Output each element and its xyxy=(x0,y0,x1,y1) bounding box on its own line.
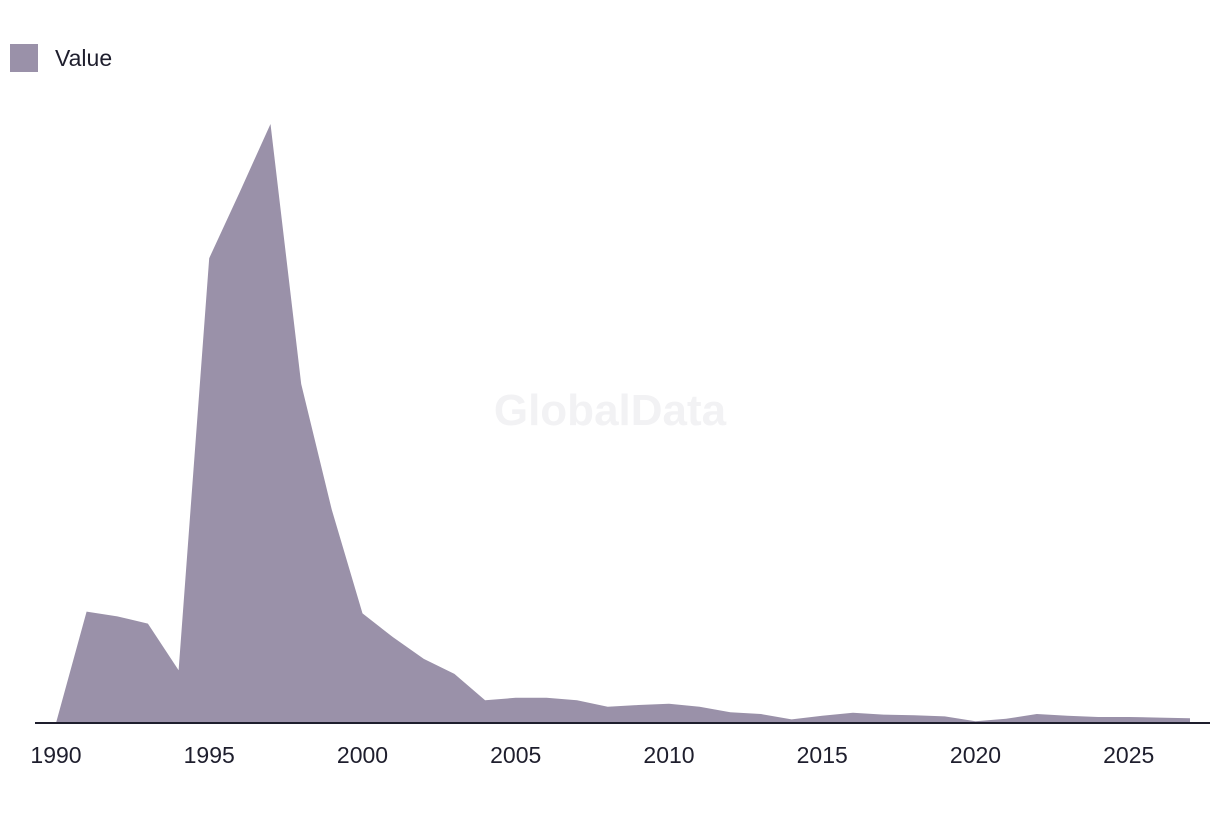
area-series-0 xyxy=(56,124,1190,723)
x-tick-label: 2020 xyxy=(950,742,1001,768)
x-tick-label: 2010 xyxy=(643,742,694,768)
x-tick-label: 2025 xyxy=(1103,742,1154,768)
watermark: GlobalData xyxy=(494,386,727,435)
x-tick-label: 1995 xyxy=(184,742,235,768)
legend-swatch xyxy=(10,44,38,72)
legend-label: Value xyxy=(55,45,113,71)
x-tick-label: 2005 xyxy=(490,742,541,768)
legend: Value xyxy=(10,44,112,72)
x-tick-label: 2015 xyxy=(797,742,848,768)
x-tick-label: 1990 xyxy=(30,742,81,768)
x-tick-label: 2000 xyxy=(337,742,388,768)
